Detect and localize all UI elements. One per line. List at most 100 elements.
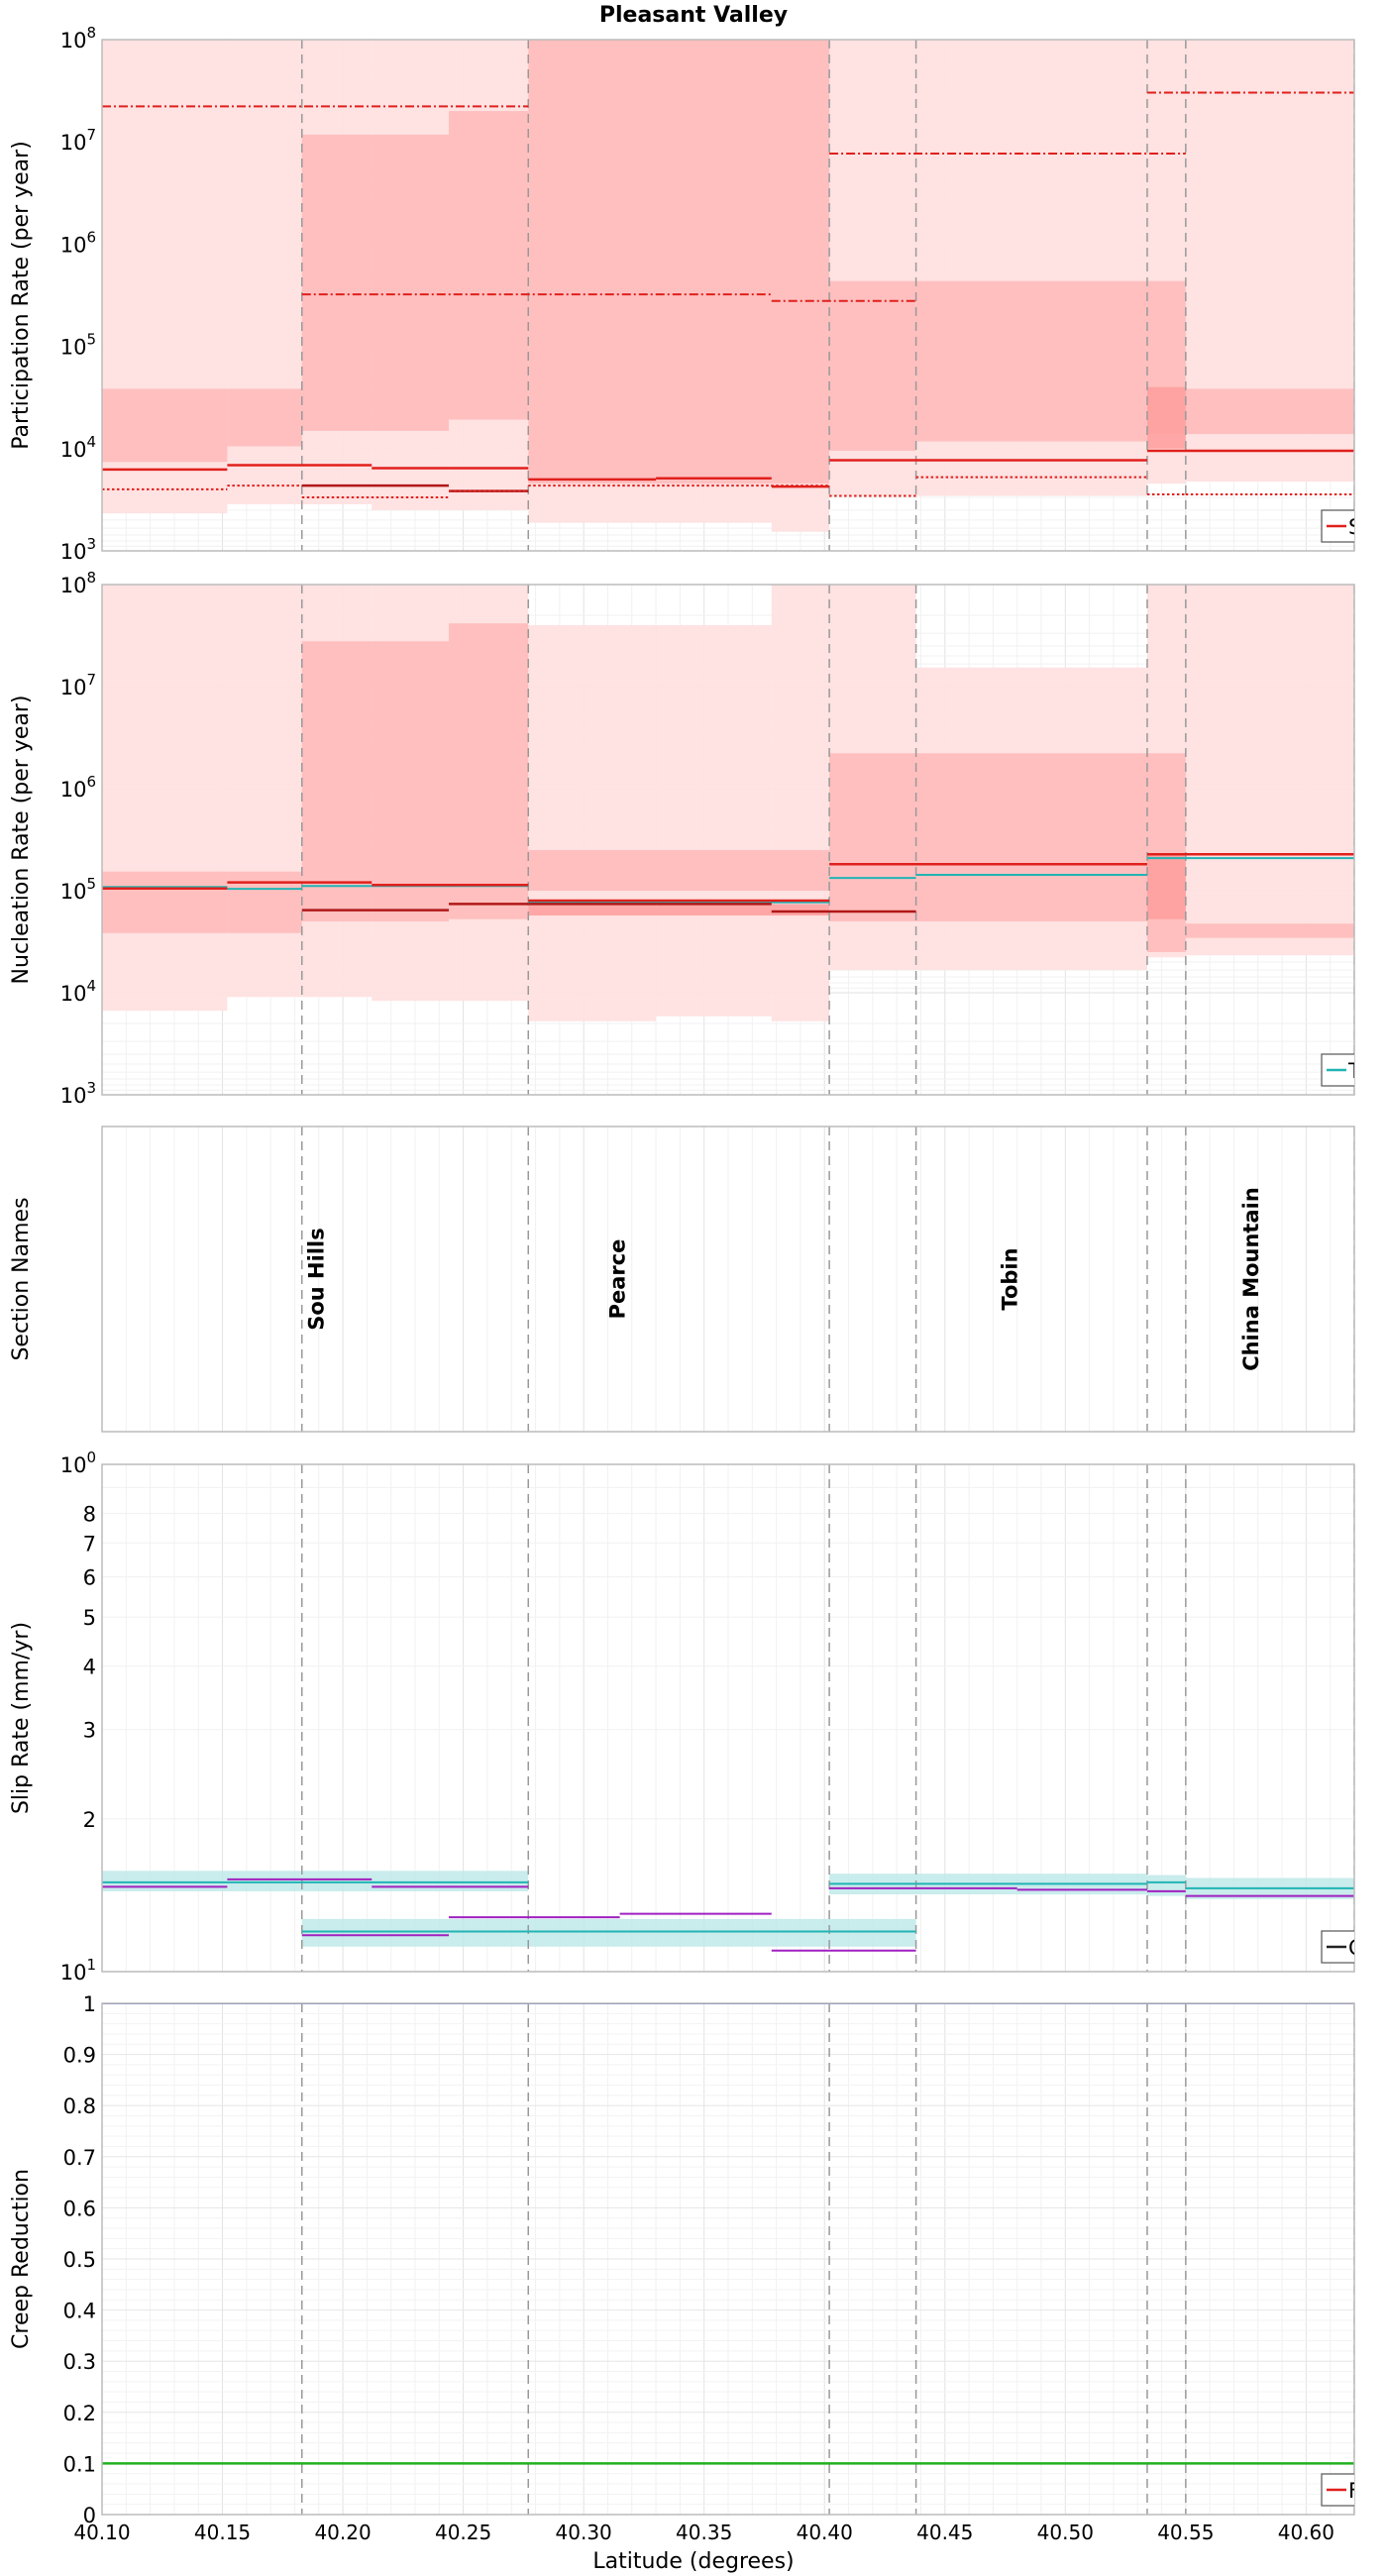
y-tick-label: 103 bbox=[60, 535, 96, 564]
plot-area bbox=[102, 585, 1354, 1095]
band-segment bbox=[301, 134, 450, 431]
panel-frame bbox=[101, 1126, 1355, 1433]
legend: T bbox=[1321, 1053, 1361, 1087]
y-tick-label: 7 bbox=[83, 1532, 96, 1556]
y-axis-label: Participation Rate (per year) bbox=[9, 141, 34, 450]
band-segment bbox=[1185, 388, 1354, 435]
x-axis-label: Latitude (degrees) bbox=[592, 2549, 794, 2574]
y-tick-label: 0.7 bbox=[63, 2146, 96, 2170]
section-boundaries bbox=[301, 585, 1354, 1095]
x-tick-label: 40.30 bbox=[556, 2521, 612, 2544]
y-tick-label: 100 bbox=[60, 1449, 96, 1477]
band-segment bbox=[915, 753, 1147, 922]
x-tick-label: 40.40 bbox=[797, 2521, 853, 2544]
band-segment bbox=[1185, 585, 1354, 956]
x-tick-label: 40.35 bbox=[676, 2521, 732, 2544]
section-label: Pearce bbox=[605, 1239, 629, 1320]
legend: C bbox=[1321, 1930, 1363, 1964]
y-tick-label: 0.5 bbox=[63, 2248, 96, 2272]
band-segment bbox=[915, 280, 1147, 442]
plot-area bbox=[102, 40, 1354, 551]
plot-area bbox=[102, 2003, 1354, 2515]
y-tick-label: 107 bbox=[60, 671, 96, 699]
series-purple-solid bbox=[102, 1878, 1354, 1952]
section-boundaries bbox=[301, 2003, 1354, 2515]
y-axis-label: Slip Rate (mm/yr) bbox=[9, 1622, 34, 1814]
y-tick-label: 6 bbox=[83, 1566, 96, 1590]
legend-label: T bbox=[1347, 1059, 1361, 1083]
series-dark_red-solid bbox=[301, 903, 916, 913]
band-segment bbox=[528, 624, 657, 1021]
band-segment bbox=[1185, 923, 1354, 938]
panel-frame bbox=[101, 1463, 1355, 1973]
y-tick-label: 0.3 bbox=[63, 2350, 96, 2374]
y-tick-label: 106 bbox=[60, 228, 96, 257]
band-mid bbox=[102, 40, 1354, 484]
x-tick-label: 40.60 bbox=[1278, 2521, 1334, 2544]
y-tick-label: 8 bbox=[83, 1503, 96, 1527]
series-red-dotted bbox=[102, 476, 1354, 499]
band-segment bbox=[528, 904, 830, 916]
band-segment bbox=[1146, 853, 1186, 919]
y-tick-label: 0.1 bbox=[63, 2452, 96, 2476]
y-tick-label: 105 bbox=[60, 875, 96, 904]
x-tick-label: 40.15 bbox=[194, 2521, 251, 2544]
band-dark bbox=[1146, 386, 1186, 449]
y-tick-label: 1 bbox=[83, 1992, 96, 2016]
panel-sections: Sou Hills Pearce Tobin China Mountain Sectio… bbox=[9, 1126, 1355, 1433]
section-label: Tobin bbox=[999, 1247, 1022, 1310]
band-segment bbox=[102, 585, 228, 1012]
y-tick-label: 0 bbox=[83, 2504, 96, 2527]
y-tick-label: 4 bbox=[83, 1656, 96, 1679]
series-red-solid bbox=[102, 853, 1354, 903]
band-segment bbox=[829, 280, 916, 451]
y-tick-label: 108 bbox=[60, 569, 96, 597]
band-segment bbox=[227, 871, 302, 933]
y-tick-label: 0.6 bbox=[63, 2197, 96, 2220]
plot-area bbox=[102, 1464, 1354, 1972]
x-tick-label: 40.10 bbox=[73, 2521, 130, 2544]
y-axis-label: Section Names bbox=[9, 1197, 34, 1360]
band-segment bbox=[102, 1871, 529, 1891]
y-tick-label: 0.9 bbox=[63, 2044, 96, 2068]
band-segment bbox=[528, 40, 830, 484]
legend-label: C bbox=[1348, 1936, 1363, 1960]
band-segment bbox=[1146, 753, 1186, 953]
panel-creep: 1 0.9 0.8 0.7 0.6 0.5 0.4 0.3 0.2 0.1 0 Creep Reduc… bbox=[9, 1992, 1360, 2527]
band-dark bbox=[528, 853, 1186, 919]
y-tick-label: 103 bbox=[60, 1079, 96, 1108]
section-label: Sou Hills bbox=[305, 1228, 329, 1330]
y-tick-labels: 103 104 105 106 107 108 bbox=[60, 24, 96, 564]
y-tick-label: 107 bbox=[60, 126, 96, 155]
band-segment bbox=[656, 624, 772, 1017]
band-segment bbox=[829, 753, 916, 922]
y-tick-label: 3 bbox=[83, 1719, 96, 1743]
band-mid bbox=[102, 623, 1354, 953]
panel-slip: 100 8 7 6 5 4 3 2 101 Slip Rate (mm/yr) C bbox=[9, 1449, 1363, 1985]
x-tick-label: 40.45 bbox=[916, 2521, 973, 2544]
band-segment bbox=[1146, 1875, 1186, 1896]
band-segment bbox=[102, 871, 228, 933]
series-red-solid bbox=[102, 449, 1354, 488]
y-axis-label: Nucleation Rate (per year) bbox=[9, 696, 34, 985]
series-red-dashdot bbox=[102, 91, 1354, 302]
legend-label: F bbox=[1348, 2479, 1360, 2503]
band-segment bbox=[449, 111, 529, 420]
panel-participation: 103 104 105 106 107 108 Participation Rate (pe… bbox=[9, 24, 1355, 564]
y-tick-label: 105 bbox=[60, 331, 96, 360]
band-segment bbox=[301, 1918, 916, 1947]
grid bbox=[102, 1127, 1354, 1432]
y-tick-label: 0.8 bbox=[63, 2094, 96, 2118]
band-segment bbox=[1146, 386, 1186, 449]
chart-title: Pleasant Valley bbox=[599, 3, 788, 28]
x-tick-label: 40.55 bbox=[1157, 2521, 1214, 2544]
x-tick-label: 40.20 bbox=[314, 2521, 371, 2544]
band-segment bbox=[227, 388, 302, 447]
plot-area bbox=[102, 1127, 1354, 1432]
y-axis-label: Creep Reduction bbox=[9, 2169, 34, 2349]
panels: 103 1 0 4 105 106 107 108 Participation Rate (pe… bbox=[9, 24, 1363, 2544]
panel-frame bbox=[101, 39, 1355, 552]
y-tick-label: 106 bbox=[60, 773, 96, 802]
x-tick-labels: 40.10 40.15 40.20 40.25 40.30 40.35 40.40 40.45… bbox=[73, 2521, 1334, 2544]
